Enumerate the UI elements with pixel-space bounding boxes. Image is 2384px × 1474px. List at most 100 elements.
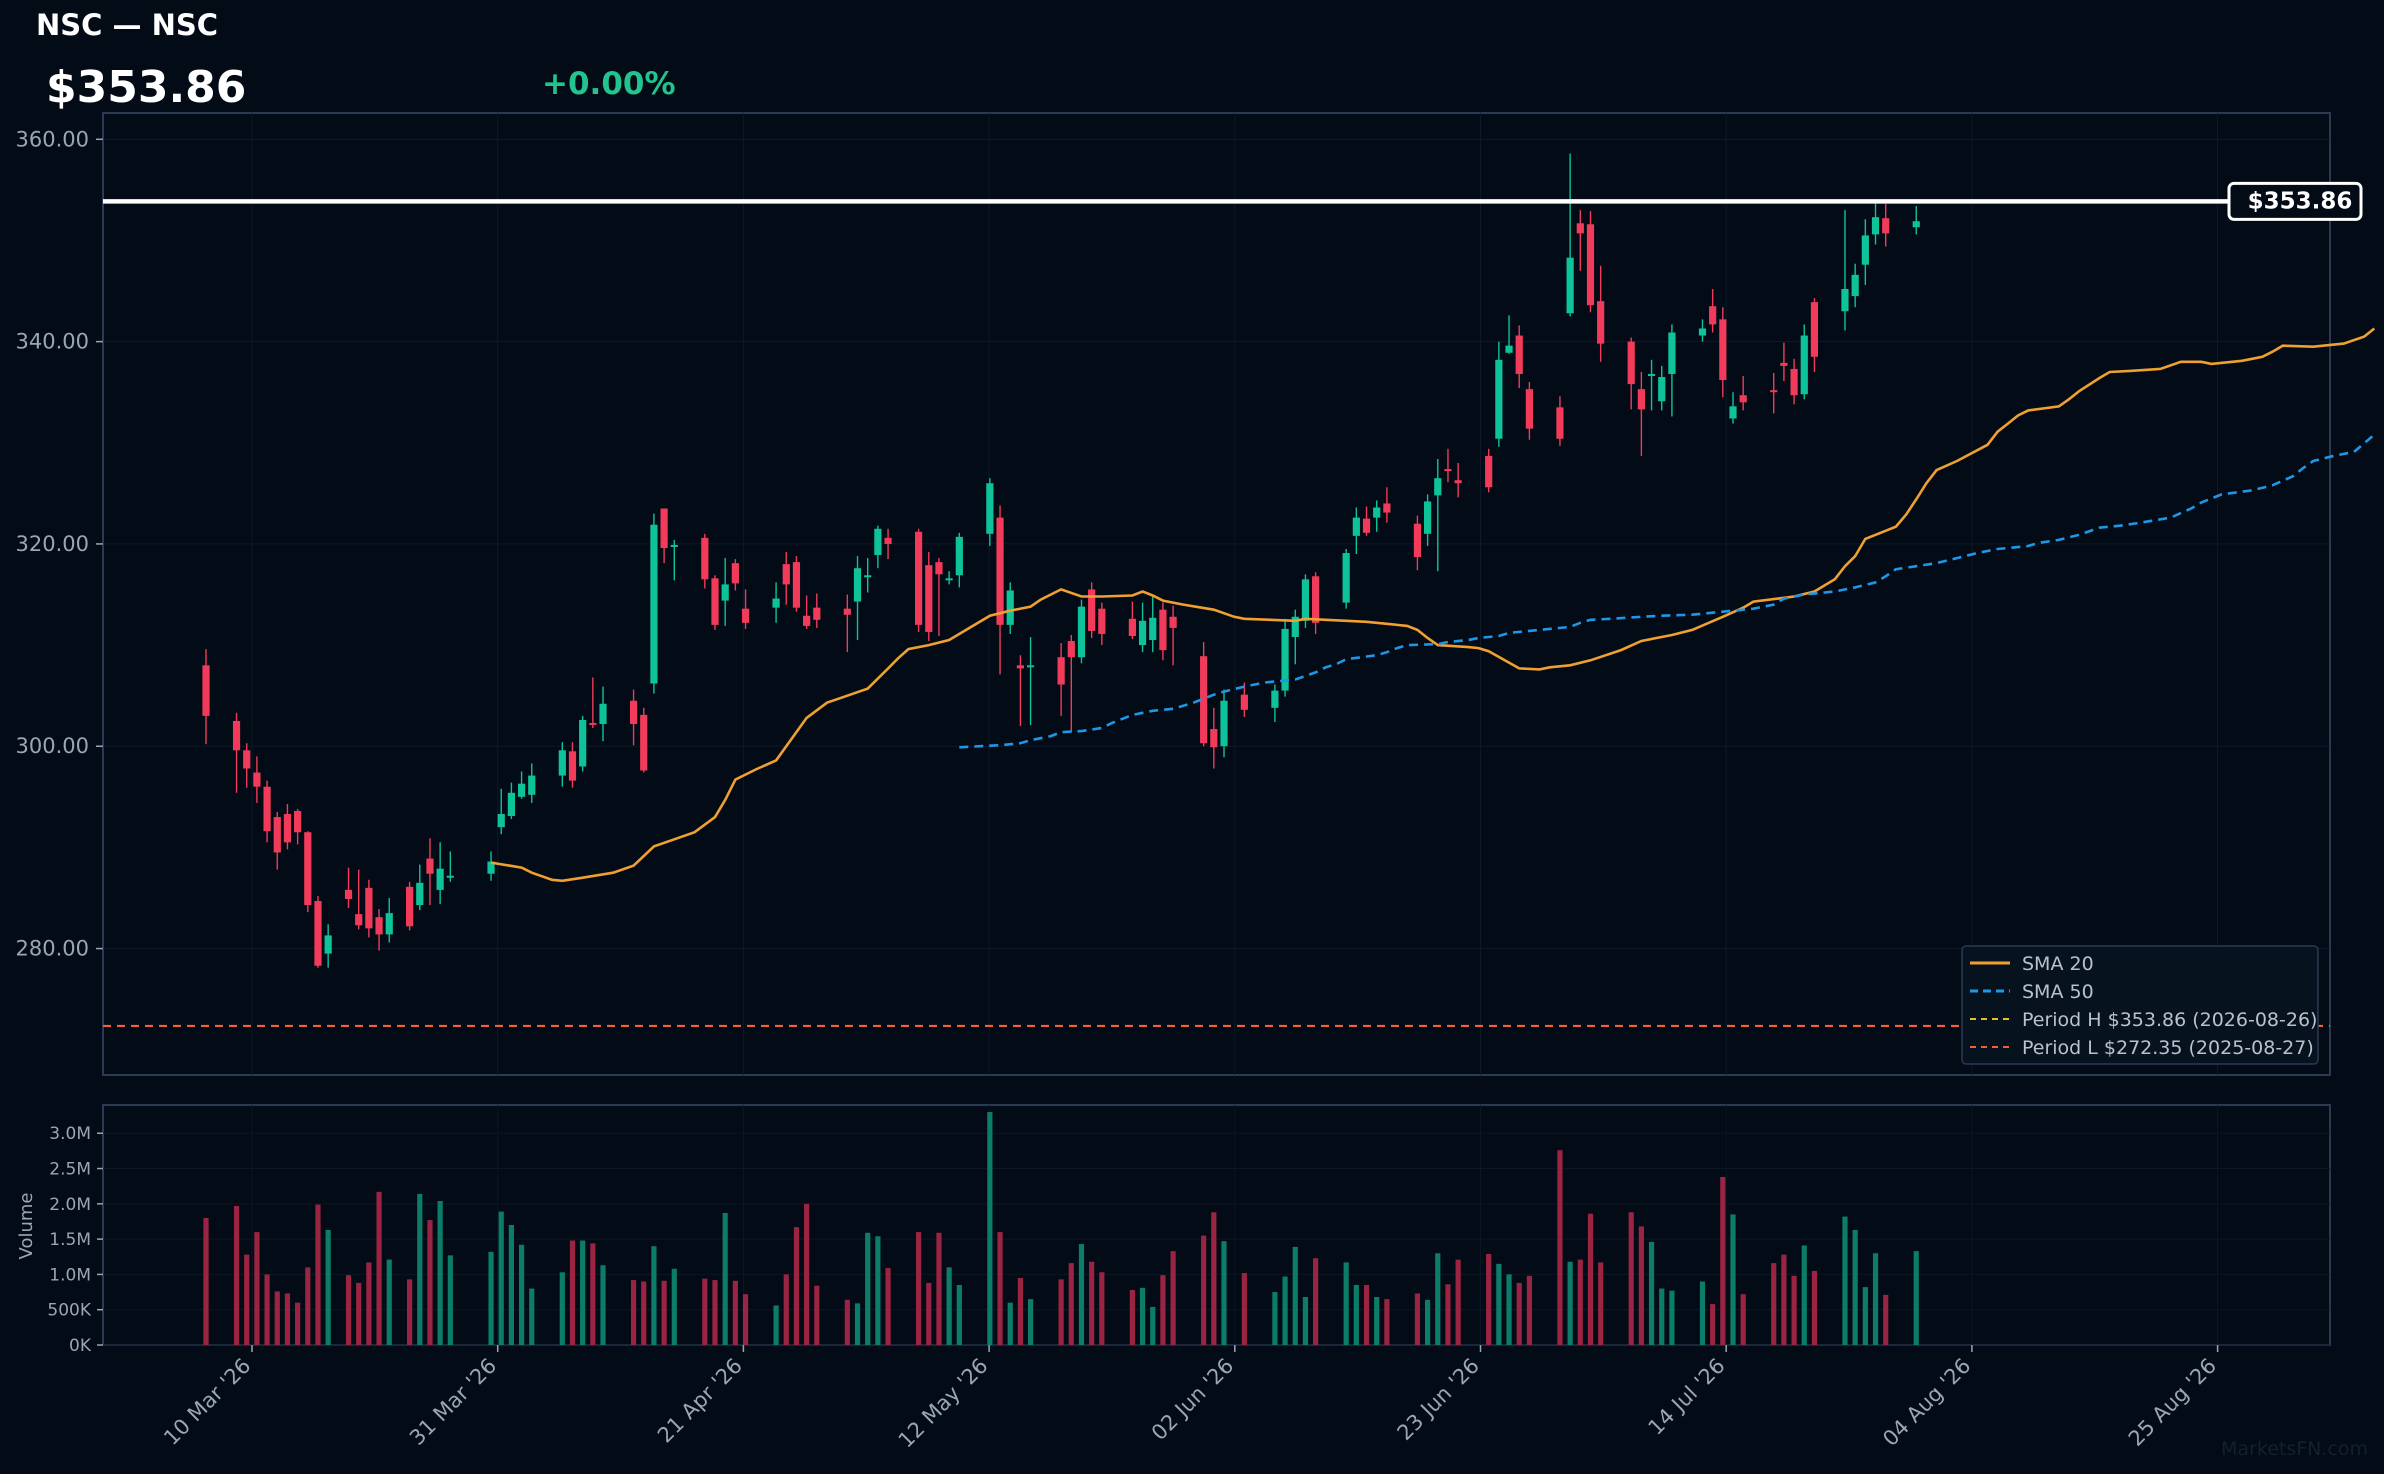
candle-body	[1882, 218, 1890, 234]
volume-bars	[203, 1112, 1919, 1345]
candle-body	[853, 568, 862, 602]
volume-bar	[946, 1267, 952, 1345]
volume-bar	[366, 1262, 372, 1345]
volume-bar	[1292, 1246, 1298, 1345]
volume-bar	[916, 1232, 922, 1345]
volume-bar	[529, 1288, 535, 1345]
candle-body	[650, 524, 658, 684]
date-tick-label: 12 May '26	[894, 1354, 993, 1453]
volume-bar	[1017, 1277, 1023, 1345]
volume-bar	[1211, 1212, 1217, 1345]
volume-bar	[936, 1232, 942, 1345]
candle-body	[1485, 455, 1493, 488]
candle-body	[935, 562, 943, 575]
candle-body	[253, 772, 261, 787]
volume-bar	[1078, 1244, 1085, 1345]
candle-body	[344, 889, 353, 899]
candle-body	[1373, 507, 1381, 518]
candle-body	[701, 537, 709, 580]
legend-label-period-low: Period L $272.35 (2025-08-27)	[2022, 1037, 2314, 1059]
price-tick-label: 320.00	[16, 532, 89, 556]
candle-body	[1291, 616, 1299, 637]
volume-bar	[1496, 1263, 1502, 1345]
candle-body	[1240, 694, 1248, 710]
volume-bar	[580, 1240, 586, 1345]
candle-body	[1424, 501, 1432, 534]
candle-body	[945, 578, 953, 581]
volume-bar	[1883, 1294, 1889, 1345]
candle-body	[1444, 469, 1452, 472]
volume-bar	[407, 1279, 413, 1345]
candle-body	[283, 814, 292, 843]
date-tick-label: 23 Jun '26	[1393, 1354, 1484, 1445]
volume-tick-label: 500K	[47, 1301, 91, 1321]
volume-bar	[1058, 1279, 1064, 1345]
candle-body	[1088, 589, 1096, 631]
volume-tick-label: 2.0M	[49, 1195, 91, 1215]
price-change: +0.00%	[542, 66, 676, 102]
candle-body	[864, 575, 872, 578]
price-axis: 280.00 300.00 320.00 340.00 360.00	[16, 127, 103, 961]
volume-bar	[427, 1220, 433, 1345]
volume-bar	[1089, 1261, 1095, 1345]
volume-bar	[1068, 1263, 1074, 1345]
volume-bar	[1313, 1258, 1319, 1345]
candle-body	[1729, 406, 1737, 419]
volume-bar	[875, 1236, 881, 1345]
volume-bar	[274, 1291, 280, 1345]
candle-body	[558, 750, 566, 776]
volume-bar	[814, 1285, 820, 1345]
candle-body	[1098, 608, 1106, 634]
candle-body	[1362, 518, 1371, 533]
date-tick-label: 02 Jun '26	[1147, 1354, 1238, 1445]
candle-body	[1026, 665, 1035, 668]
candle-body	[507, 792, 515, 817]
volume-bar	[1791, 1275, 1797, 1345]
candle-body	[1515, 335, 1523, 374]
volume-bar	[804, 1203, 810, 1345]
candles	[202, 153, 1920, 968]
volume-bar	[1445, 1284, 1451, 1345]
candle-body	[1434, 478, 1442, 496]
volume-bar	[793, 1227, 800, 1345]
volume-bar	[1587, 1213, 1594, 1345]
sma20-line	[490, 327, 2376, 883]
candle-body	[1128, 618, 1136, 636]
candle-body	[273, 817, 281, 853]
volume-bar	[345, 1275, 352, 1345]
volume-bar	[1129, 1289, 1135, 1345]
volume-bar	[518, 1244, 525, 1345]
volume-bar	[376, 1191, 382, 1345]
candle-body	[1586, 224, 1595, 306]
legend[interactable]: SMA 20 SMA 50 Period H $353.86 (2026-08-…	[1961, 945, 2319, 1065]
candle-body	[1668, 332, 1676, 374]
volume-bar	[1414, 1293, 1421, 1345]
candle-body	[599, 703, 607, 724]
volume-bar	[1699, 1281, 1706, 1345]
volume-bar	[244, 1254, 250, 1345]
volume-bar	[651, 1246, 657, 1345]
volume-bar	[356, 1282, 362, 1345]
volume-bar	[1567, 1261, 1573, 1345]
volume-bar	[1272, 1292, 1278, 1345]
sma50-line	[959, 433, 2376, 749]
volume-bar	[742, 1294, 749, 1345]
volume-bar	[203, 1217, 209, 1345]
volume-bar	[1669, 1290, 1675, 1345]
volume-bar	[437, 1201, 443, 1345]
last-price-tag: $353.86	[2227, 181, 2363, 221]
candle-body	[1169, 616, 1177, 628]
candle-body	[1658, 377, 1666, 402]
volume-bar	[1913, 1251, 1919, 1345]
candle-body	[843, 608, 851, 615]
volume-bar	[1139, 1287, 1146, 1345]
candle-body	[1200, 656, 1208, 744]
volume-tick-label: 1.0M	[49, 1265, 91, 1285]
date-tick-label: 14 Jul '26	[1644, 1354, 1730, 1440]
candle-body	[1912, 221, 1920, 228]
date-tick-label: 10 Mar '26	[159, 1354, 255, 1450]
candle-body	[1149, 617, 1157, 641]
volume-bar	[1771, 1263, 1777, 1345]
candle-body	[304, 832, 312, 906]
candle-body	[436, 868, 444, 890]
